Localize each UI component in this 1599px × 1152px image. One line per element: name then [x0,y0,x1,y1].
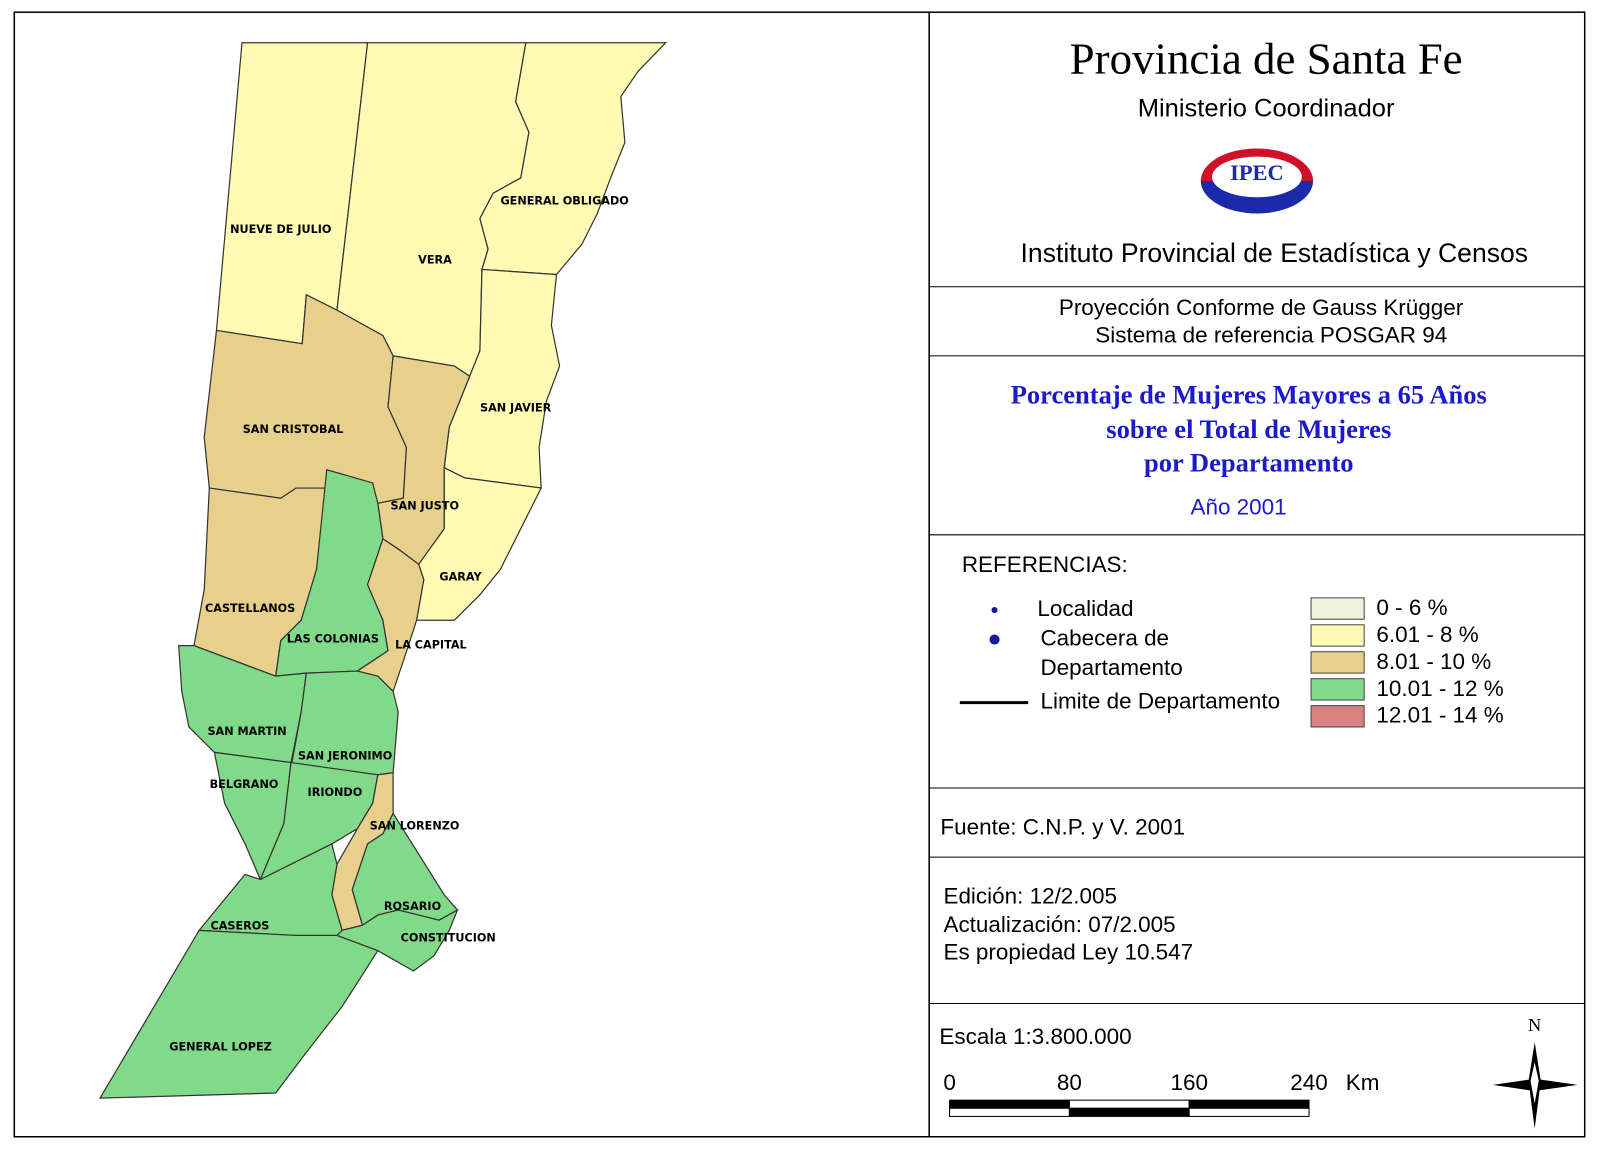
department-label: SAN JERONIMO [298,749,392,762]
edition: Edición: 12/2.005 [943,884,1117,909]
map-title: Porcentaje de Mujeres Mayores a 65 Años … [1011,380,1487,478]
map-title-line: sobre el Total de Mujeres [1106,414,1391,444]
source: Fuente: C.N.P. y V. 2001 [940,815,1185,840]
logo-text: IPEC [1230,160,1284,185]
scale-segment [1068,1099,1190,1109]
projection: Sistema de referencia POSGAR 94 [1095,323,1447,348]
scale-bar: 0 80 160 240 Km [943,1070,1379,1117]
locality: Localidad [1037,596,1133,621]
logo-inner [1212,156,1302,198]
legend-swatch [1310,651,1365,674]
legend-label: 12.01 - 14 % [1376,703,1503,728]
north-label: N [1528,1015,1541,1035]
scale-tick-label: 240 [1290,1070,1327,1095]
department-label: BELGRANO [210,778,279,791]
department-label: ROSARIO [384,900,441,913]
subtitle: Ministerio Coordinador [1138,95,1395,123]
north-arrow-inner [1530,1062,1539,1104]
legend-swatch [1310,624,1365,647]
department-label: GENERAL LOPEZ [169,1040,272,1053]
department-label: CASTELLANOS [205,602,295,615]
legend-swatch [1310,597,1365,620]
legend-label: 8.01 - 10 % [1376,649,1491,674]
legend-label: 10.01 - 12 % [1376,676,1503,701]
department-label: NUEVE DE JULIO [230,223,331,236]
capital: Departamento [1040,655,1182,680]
legend-label: 6.01 - 8 % [1376,622,1478,647]
department-label: IRIONDO [308,786,363,799]
department-label: VERA [418,253,452,266]
edition: Es propiedad Ley 10.547 [943,940,1193,965]
scale-tick-label: 0 [943,1070,955,1095]
legend-swatch [1310,705,1365,728]
department-label: CONSTITUCION [401,931,496,944]
title: Provincia de Santa Fe [1070,33,1463,83]
locality-symbol [991,607,998,614]
scale-text: Escala 1:3.800.000 [939,1024,1131,1049]
scale-tick-label: 80 [1057,1070,1082,1095]
projection: Proyección Conforme de Gauss Krügger [1059,295,1464,320]
capital: Cabecera de [1040,625,1169,650]
map-title-line: Porcentaje de Mujeres Mayores a 65 Años [1011,380,1487,410]
department-label: LA CAPITAL [395,639,467,652]
department-label: LAS COLONIAS [287,633,379,646]
edition: Actualización: 07/2.005 [943,912,1175,937]
department-label: SAN LORENZO [370,820,460,833]
boundary: Limite de Departamento [1040,689,1280,714]
department [98,929,379,1099]
department-label: GARAY [439,571,482,584]
references-heading: REFERENCIAS: [962,552,1128,577]
map-title-line: por Departamento [1144,448,1354,478]
department-label: CASEROS [211,919,270,932]
legend-swatch [1310,678,1365,701]
department-label: SAN JAVIER [480,402,552,415]
departments: NUEVE DE JULIO VERA GENERAL OBLIGADO SAN JA… [98,42,668,1099]
year: Año 2001 [1190,494,1286,519]
scale-segment [949,1107,1070,1117]
legend: 0 - 6 %6.01 - 8 %8.01 - 10 %10.01 - 12 %… [1310,595,1504,728]
department-label: GENERAL OBLIGADO [500,194,628,207]
department-label: SAN MARTIN [207,725,286,738]
panel-separators [929,286,1585,1005]
north-arrow: N [1492,1015,1578,1129]
scale-segment [1188,1099,1310,1109]
institute: Instituto Provincial de Estadística y Ce… [1021,238,1528,268]
scale-unit: Km [1346,1070,1380,1095]
scale-segment [1068,1107,1190,1117]
capital-symbol [989,634,1000,645]
department-label: SAN CRISTOBAL [243,423,344,436]
department [290,670,399,776]
department-label: SAN JUSTO [390,499,459,512]
legend-label: 0 - 6 % [1376,595,1447,620]
scale-segment [949,1099,1070,1109]
scale-tick-label: 160 [1170,1070,1207,1095]
logo: IPEC [1200,148,1314,214]
scale-segment [1188,1107,1310,1117]
